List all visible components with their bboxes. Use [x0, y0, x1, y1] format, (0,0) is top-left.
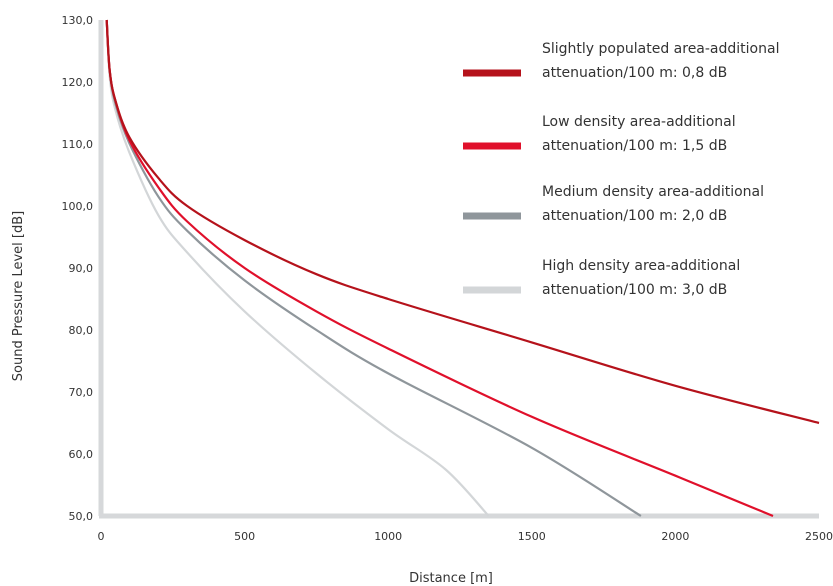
legend-label-1: attenuation/100 m: 0,8 dB — [542, 65, 727, 81]
y-tick-label: 90,0 — [69, 262, 94, 275]
legend: Slightly populated area-additional attenu… — [463, 41, 779, 298]
axes — [98, 20, 819, 519]
x-axis-title: Distance [m] — [409, 571, 493, 586]
legend-label-2: Low density area-additional — [542, 114, 736, 130]
legend-label-3: Medium density area-additional — [542, 184, 764, 200]
legend-label-4: High density area-additional — [542, 258, 740, 274]
y-tick-label: 70,0 — [69, 386, 94, 399]
y-tick-label: 50,0 — [69, 510, 94, 523]
y-tick-label: 100,0 — [62, 200, 94, 213]
x-tick-label: 2000 — [661, 530, 689, 543]
y-tick-label: 120,0 — [62, 76, 94, 89]
x-tick-label: 1000 — [374, 530, 402, 543]
tick-labels: 50,0 60,0 70,0 80,0 90,0 100,0 110,0 120,0 130,0… — [62, 14, 833, 543]
y-tick-label: 110,0 — [62, 138, 94, 151]
x-tick-label: 2500 — [805, 530, 833, 543]
legend-label-4: attenuation/100 m: 3,0 dB — [542, 282, 727, 298]
legend-label-2: attenuation/100 m: 1,5 dB — [542, 138, 727, 154]
legend-label-1: Slightly populated area-additional — [542, 41, 779, 57]
series-layer — [105, 19, 820, 518]
legend-label-3: attenuation/100 m: 2,0 dB — [542, 208, 727, 224]
y-tick-label: 130,0 — [62, 14, 94, 27]
y-tick-label: 60,0 — [69, 448, 94, 461]
series-line-4 — [105, 19, 490, 517]
x-tick-label: 0 — [98, 530, 105, 543]
y-axis-title: Sound Pressure Level [dB] — [11, 211, 26, 381]
x-tick-label: 500 — [234, 530, 255, 543]
x-tick-label: 1500 — [518, 530, 546, 543]
y-tick-label: 80,0 — [69, 324, 94, 337]
series-line-1 — [105, 19, 820, 425]
